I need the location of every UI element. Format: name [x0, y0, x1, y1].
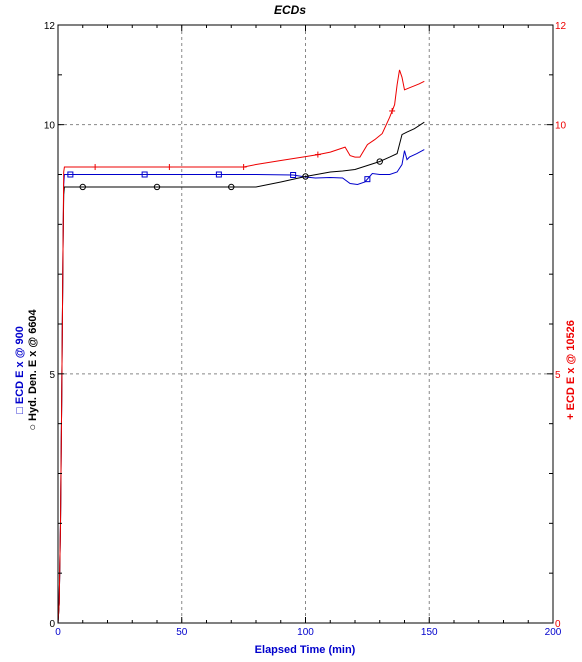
x-tick-label: 0	[55, 627, 61, 638]
square-marker-icon: □	[14, 407, 26, 414]
right-tick-label: 5	[555, 370, 561, 381]
right-tick-label: 10	[555, 121, 567, 132]
circle-marker	[376, 158, 383, 165]
right-axis-label: + ECD E x @ 10526	[565, 320, 577, 420]
right-tick-label: 0	[555, 619, 561, 630]
left-tick-label: 0	[49, 619, 55, 630]
x-tick-label: 50	[176, 627, 188, 638]
series-line-3	[57, 69, 425, 624]
square-marker	[141, 171, 148, 178]
plot-frame	[57, 24, 554, 624]
left-axis-label: □ ECD E x @ 900 ○ Hyd. Den. E x @ 6604	[14, 308, 39, 430]
square-marker	[67, 171, 74, 178]
x-axis-label: Elapsed Time (min)	[255, 644, 356, 656]
square-marker	[290, 171, 297, 178]
square-marker	[215, 171, 222, 178]
left-axis-series1-label: ECD E x @ 900	[14, 326, 26, 404]
axes: 0 5 10 12 0 5 10 12 0 50 100 150 200	[44, 21, 567, 638]
right-axis-label-text: + ECD E x @ 10526	[565, 320, 577, 420]
series-markers	[67, 107, 396, 191]
chart-title: ECDs	[274, 3, 306, 17]
right-tick-label: 12	[555, 21, 567, 32]
x-tick-label: 100	[297, 627, 314, 638]
circle-marker	[302, 173, 309, 180]
circle-marker-icon: ○	[27, 424, 39, 431]
left-axis-label-line1: □ ECD E x @ 900	[14, 326, 26, 414]
circle-marker	[153, 183, 161, 191]
left-axis-series2-label: Hyd. Den. E x @ 6604	[27, 308, 39, 420]
left-tick-label: 10	[44, 121, 56, 132]
square-marker	[364, 176, 371, 183]
right-axis-series-label: ECD E x @ 10526	[565, 320, 577, 410]
left-tick-label: 12	[44, 21, 56, 32]
series-lines	[57, 69, 425, 624]
plus-marker-icon: +	[565, 413, 577, 419]
left-axis-label-line2: ○ Hyd. Den. E x @ 6604	[27, 308, 39, 430]
x-tick-label: 150	[421, 627, 438, 638]
circle-marker	[228, 183, 235, 191]
left-tick-label: 5	[49, 370, 55, 381]
x-tick-label: 200	[545, 627, 562, 638]
grid-lines	[58, 25, 553, 623]
circle-marker	[79, 183, 86, 191]
